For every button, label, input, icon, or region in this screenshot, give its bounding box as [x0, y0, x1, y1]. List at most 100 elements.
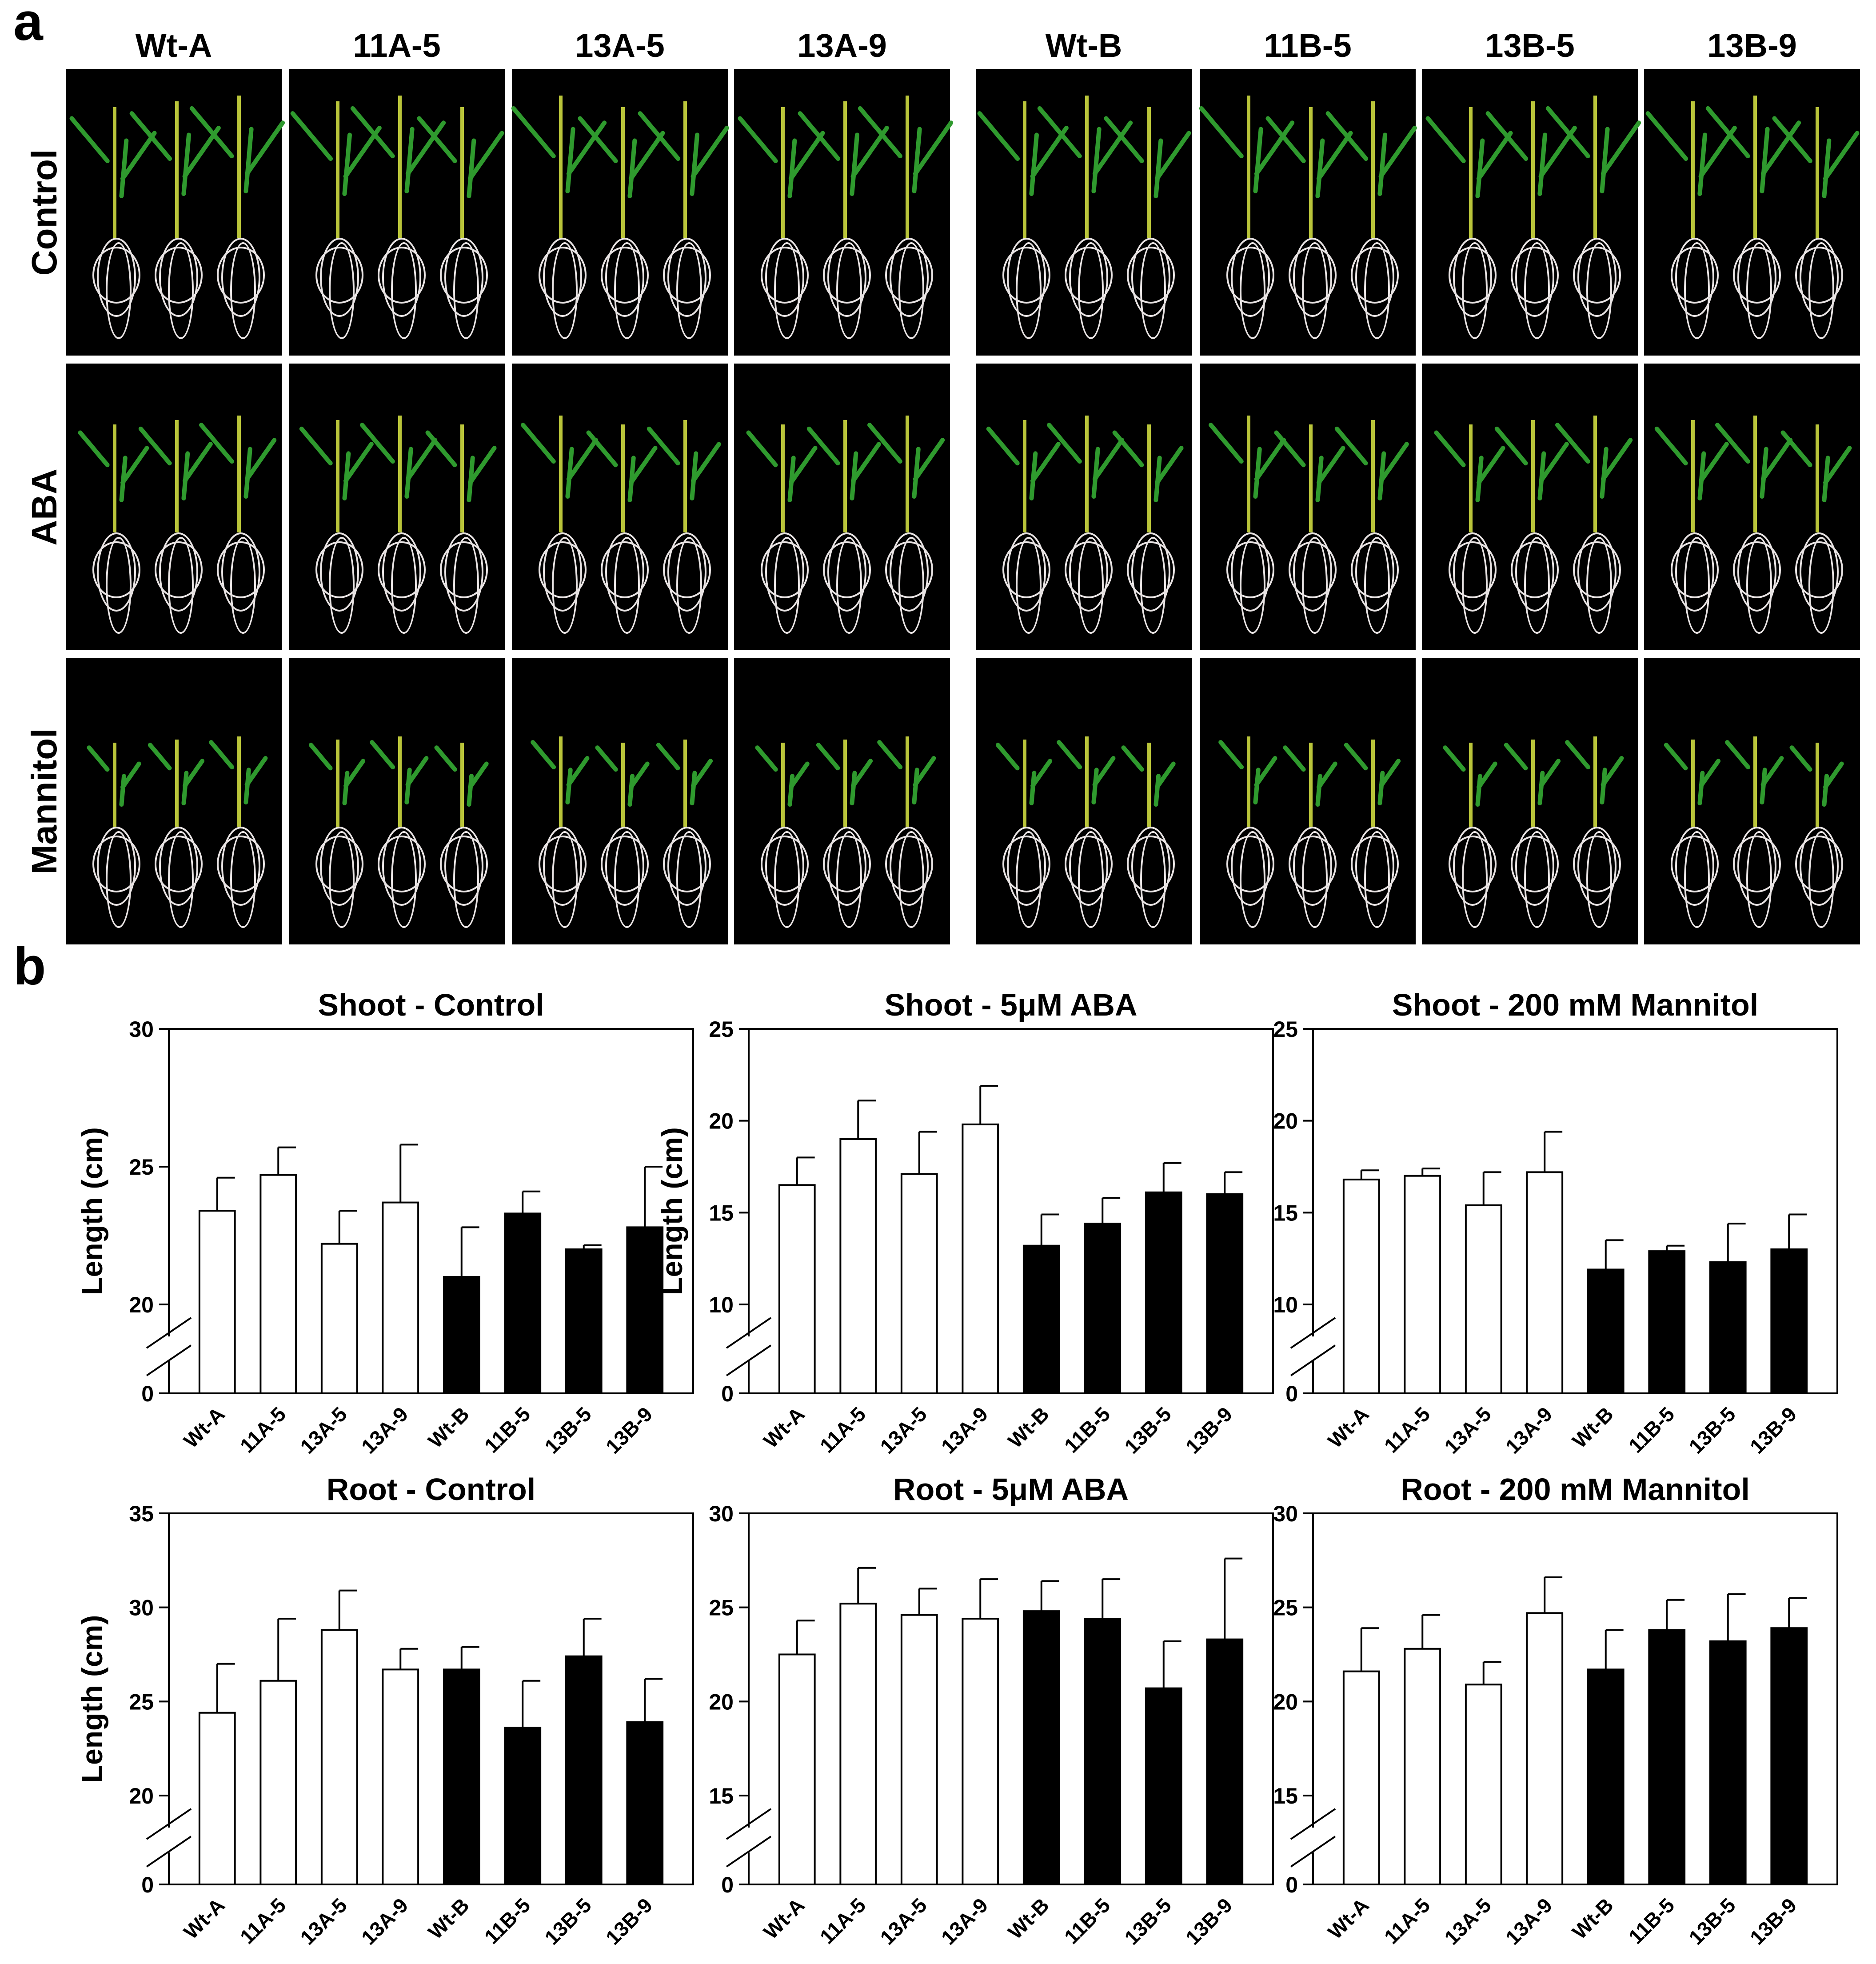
bar-wt-b: [1587, 1268, 1625, 1394]
seedling: [1207, 364, 1287, 650]
x-tick-label: 13B-5: [540, 1893, 595, 1949]
axis-break-mark: [1290, 1836, 1336, 1868]
seedling: [519, 364, 599, 650]
y-tick-label: 20: [709, 1109, 734, 1134]
bar-13a-9: [1526, 1171, 1564, 1394]
bar-13a-5: [320, 1243, 358, 1395]
x-tick-label: Wt-B: [423, 1893, 474, 1944]
seedling: [1724, 658, 1786, 944]
bar-13b-9: [1770, 1248, 1808, 1394]
y-tick-label: 25: [129, 1689, 154, 1714]
axis-break-gap: [156, 1828, 182, 1852]
seedling: [1493, 364, 1570, 650]
column-label-11b-5: 11B-5: [1264, 27, 1352, 64]
seedling: [745, 364, 818, 650]
seedling: [1056, 658, 1118, 944]
seedling: [369, 658, 431, 944]
x-tick-label: 13A-9: [357, 1893, 412, 1949]
column-label-wt-a: Wt-A: [135, 27, 212, 64]
seedling-photo-control-11b-5: [1198, 69, 1418, 356]
seedling-photo-aba-11b-5: [1200, 364, 1416, 650]
axis-break-gap: [1300, 1336, 1326, 1361]
seedling-photo-aba-wt-b: [976, 364, 1192, 650]
seedling: [349, 69, 447, 356]
seedling: [208, 658, 270, 944]
bar-13a-9: [962, 1618, 999, 1885]
seedling-photo-mannitol-wt-a: [66, 658, 282, 944]
y-tick-label: 30: [1273, 1501, 1298, 1526]
axis-break-mark: [146, 1317, 192, 1349]
bar-13b-5: [1709, 1640, 1747, 1886]
seedling: [797, 69, 890, 356]
x-tick-label: 13B-5: [1684, 1893, 1740, 1949]
seedling: [1502, 658, 1564, 944]
seedling: [1036, 69, 1134, 356]
y-tick-label: 15: [709, 1200, 734, 1225]
x-tick-label: 11B-5: [1060, 1402, 1115, 1457]
seedling: [1046, 364, 1126, 650]
x-tick-label: 13A-5: [1440, 1402, 1495, 1458]
x-tick-label: 13B-5: [1120, 1402, 1175, 1458]
bar-11b-5: [504, 1212, 542, 1394]
seedling: [585, 364, 659, 650]
seedling: [994, 658, 1056, 944]
panel-b-letter: b: [13, 936, 46, 996]
seedling-photo-mannitol-11a-5: [289, 658, 505, 944]
chart-frame: [168, 1028, 694, 1394]
axis-break-mark: [1290, 1808, 1336, 1840]
bar-13b-9: [1206, 1638, 1244, 1885]
y-tick-label-zero: 0: [721, 1381, 734, 1406]
seedling: [1433, 364, 1506, 650]
seedling: [146, 658, 208, 944]
x-tick-label: 13A-5: [875, 1402, 931, 1458]
chart-frame: [748, 1512, 1274, 1885]
x-tick-label: Wt-B: [423, 1402, 474, 1452]
x-tick-label: Wt-A: [759, 1893, 809, 1944]
x-tick-label: 13B-5: [1120, 1893, 1175, 1949]
seedling: [1103, 69, 1192, 356]
seedling-photo-aba-13a-9: [734, 364, 950, 650]
seedling-photo-mannitol-wt-b: [976, 658, 1192, 944]
seedling: [646, 364, 722, 650]
y-tick-label: 15: [1273, 1200, 1298, 1225]
bar-wt-a: [198, 1712, 236, 1886]
axis-break-mark: [146, 1836, 192, 1868]
chart-frame: [1312, 1512, 1838, 1885]
bar-13b-9: [626, 1721, 664, 1885]
seedling: [1644, 69, 1738, 356]
bar-11a-5: [1404, 1648, 1441, 1886]
y-tick-label: 20: [129, 1784, 154, 1808]
y-axis-label: Length (cm): [655, 1127, 688, 1295]
seedling-photo-mannitol-13a-9: [734, 658, 950, 944]
bar-13a-5: [1465, 1684, 1502, 1886]
bar-11a-5: [839, 1603, 877, 1885]
axis-break-gap: [156, 1336, 182, 1361]
x-tick-label: 11B-5: [1624, 1893, 1679, 1948]
x-tick-label: 11B-5: [480, 1402, 535, 1457]
bar-13a-9: [382, 1668, 419, 1886]
seedling: [654, 658, 716, 944]
seedling: [737, 69, 826, 356]
bar-wt-a: [778, 1653, 816, 1885]
x-tick-label: 13B-9: [1181, 1893, 1237, 1949]
x-tick-label: 11B-5: [1060, 1893, 1115, 1948]
y-tick-label: 35: [129, 1501, 154, 1526]
seedling-photo-control-13b-5: [1422, 69, 1642, 356]
seedling-photo-control-13a-5: [510, 69, 730, 356]
seedling: [1554, 364, 1634, 650]
x-tick-label: Wt-A: [179, 1893, 229, 1944]
seedling-photo-mannitol-11b-5: [1200, 658, 1416, 944]
seedling: [1704, 69, 1802, 356]
seedling: [857, 69, 954, 356]
bar-13a-9: [1526, 1612, 1564, 1886]
seedling-photo-mannitol-13b-5: [1422, 658, 1638, 944]
x-tick-label: 13B-9: [601, 1402, 657, 1458]
seedling: [577, 69, 666, 356]
seedling: [188, 69, 286, 356]
seedling: [84, 658, 146, 944]
chart-title: Shoot - 200 mM Mannitol: [1392, 988, 1758, 1022]
y-tick-label: 20: [709, 1689, 734, 1714]
seedling: [1545, 69, 1642, 356]
x-tick-label: Wt-B: [1568, 1893, 1618, 1944]
seedling: [1786, 658, 1848, 944]
